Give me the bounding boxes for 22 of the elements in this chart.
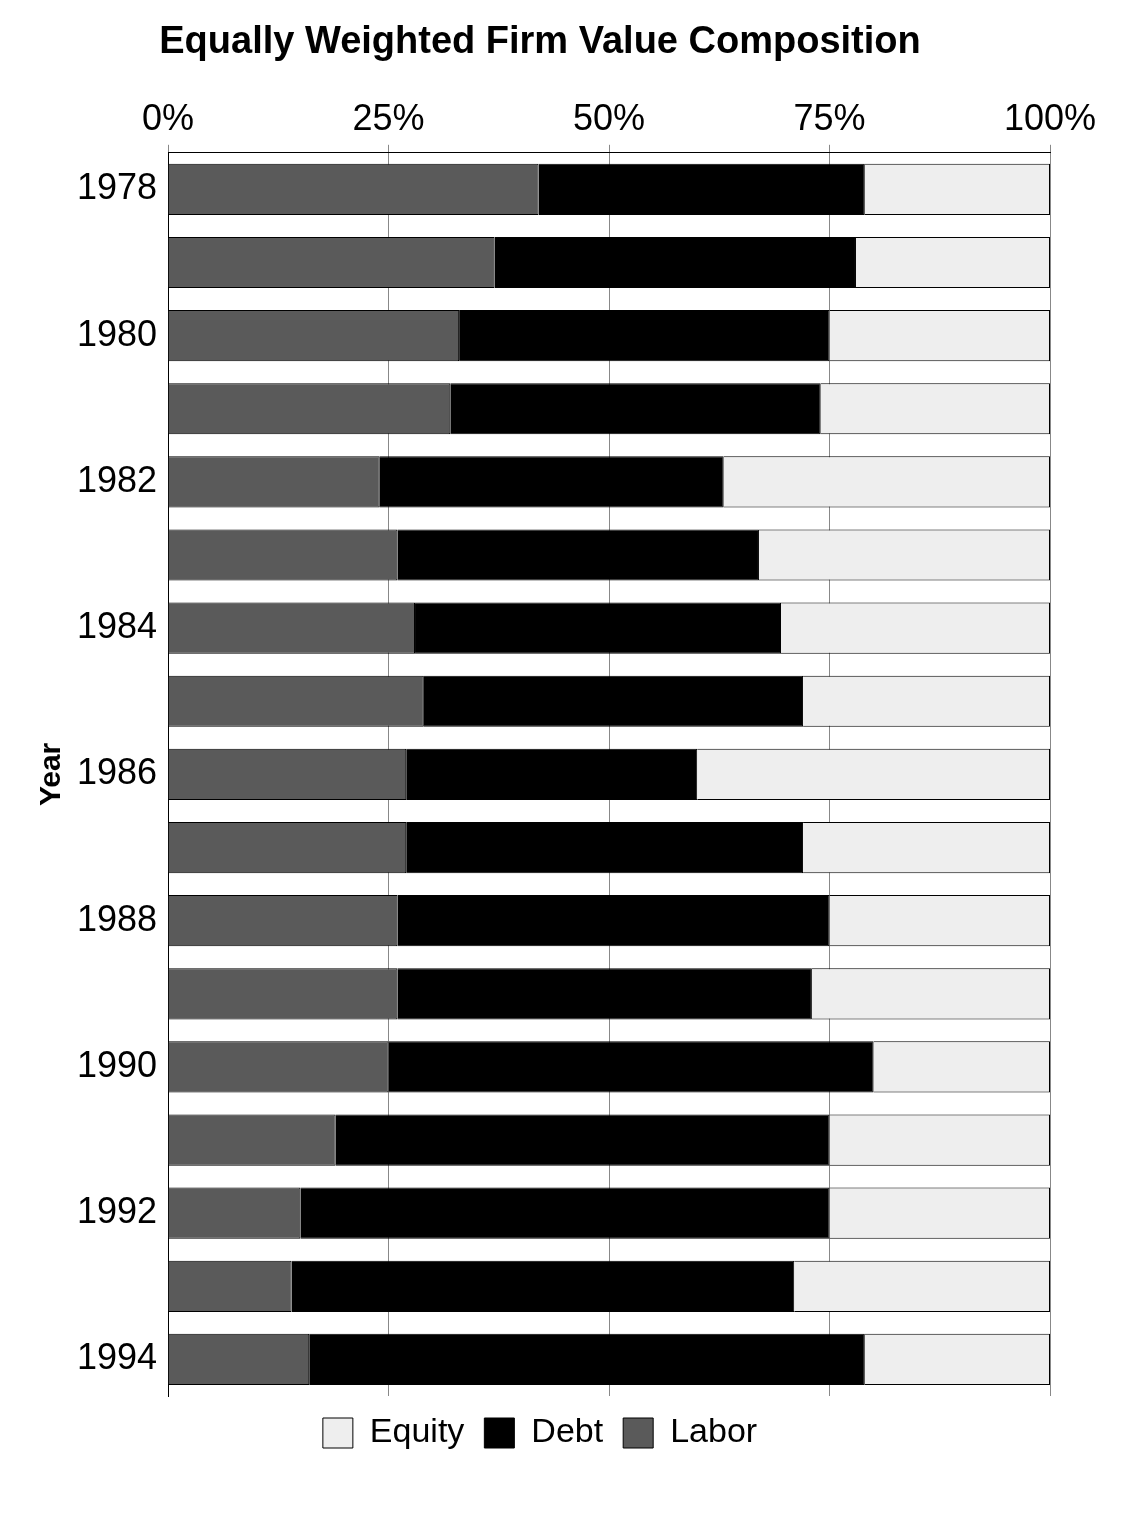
y-tick-label: 1994 <box>76 1336 158 1378</box>
x-tick-label: 75% <box>793 97 866 139</box>
y-tick-label: 1982 <box>76 458 158 500</box>
legend-label: Equity <box>369 1411 465 1450</box>
x-tick-label: 50% <box>573 97 646 139</box>
y-tick-label: 1986 <box>76 751 158 793</box>
bar <box>335 1114 830 1166</box>
y-tick-label: 1978 <box>76 166 158 208</box>
y-tick-label: 1992 <box>76 1190 158 1232</box>
y-tick-label: 1988 <box>76 897 158 939</box>
legend-label: Labor <box>670 1411 758 1450</box>
y-tick-label: 1990 <box>76 1043 158 1085</box>
y-tick-label: 1984 <box>76 605 158 647</box>
y-axis-title: Year <box>33 742 67 807</box>
legend-label: Debt <box>531 1411 604 1450</box>
x-tick-label: 25% <box>352 97 425 139</box>
x-tick-label: 0% <box>142 97 195 139</box>
x-tick-label: 100% <box>1003 97 1097 139</box>
bar <box>397 529 759 581</box>
bar <box>388 1041 874 1093</box>
y-tick-label: 1980 <box>76 312 158 354</box>
chart-title: Equally Weighted Firm Value Composition <box>159 19 921 62</box>
